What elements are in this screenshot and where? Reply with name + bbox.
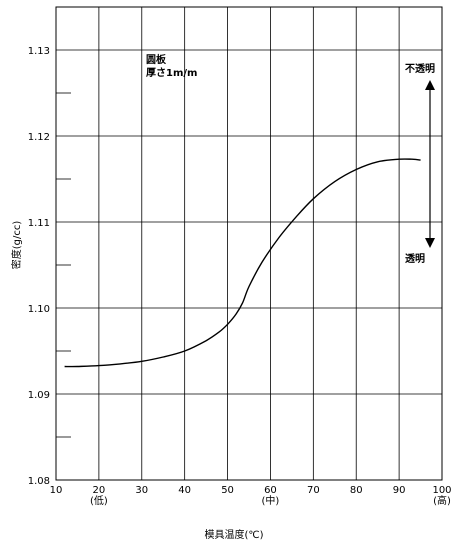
x-tick-label: 40 — [178, 485, 191, 496]
plot-frame — [55, 6, 443, 481]
x-tick-label: 50 — [221, 485, 234, 496]
x-tick-label: 30 — [135, 485, 148, 496]
x-tick-label: 60 — [264, 485, 277, 496]
y-tick-labels: 1.08 1.09 1.10 1.11 1.12 1.13 — [28, 46, 50, 487]
y-tick-label: 1.11 — [28, 218, 50, 229]
x-axis-title: 模具温度(℃) — [204, 528, 263, 541]
x-tick-sublabel: (低) — [90, 494, 108, 507]
y-tick-label: 1.10 — [28, 304, 50, 315]
x-tick-labels: 10 20(低) 30 40 50 60(中) 70 80 90 100(高) — [50, 485, 452, 507]
y-tick-label: 1.12 — [28, 132, 50, 143]
transparent-label: 透明 — [405, 252, 425, 265]
y-tick-label: 1.08 — [28, 476, 50, 487]
x-tick-label: 100 — [432, 485, 451, 496]
x-tick-sublabel: (中) — [262, 494, 280, 507]
x-tick-sublabel: (高) — [433, 494, 451, 507]
x-tick-label: 80 — [350, 485, 363, 496]
y-tick-label: 1.13 — [28, 46, 50, 57]
opacity-arrow — [425, 80, 435, 248]
x-tick-label: 70 — [307, 485, 320, 496]
grid-lines — [55, 7, 443, 481]
x-tick-label: 20 — [93, 485, 106, 496]
opaque-label: 不透明 — [405, 62, 435, 75]
series-layer — [64, 158, 421, 368]
y-axis-title: 密度(g/cc) — [10, 221, 23, 270]
x-tick-label: 10 — [50, 485, 63, 496]
y-tick-label: 1.09 — [28, 390, 50, 401]
condition-label-1: 圆板 — [146, 53, 167, 66]
density-series-line — [64, 158, 421, 368]
condition-label-2: 厚さ1m/m — [146, 67, 197, 79]
x-tick-label: 90 — [393, 485, 406, 496]
y-minor-ticks — [56, 92, 71, 438]
